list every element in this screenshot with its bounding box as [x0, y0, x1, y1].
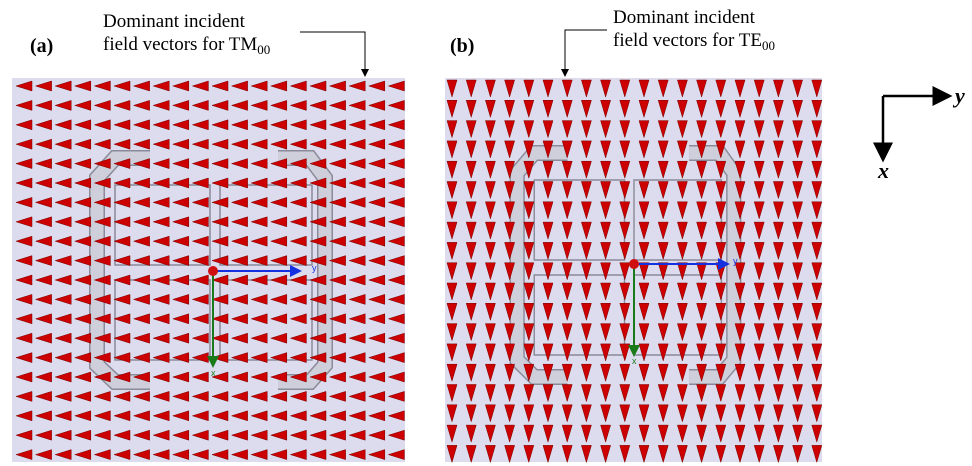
subscript: 00 — [257, 42, 270, 57]
annotation: field vectors for TM — [103, 34, 257, 55]
annotation: Dominant incident — [613, 7, 756, 28]
local-x-label: x — [211, 368, 216, 378]
subscript: 00 — [762, 38, 775, 53]
figure: y x y x (a) Dominant incident field vect… — [0, 0, 972, 466]
local-x-label: x — [632, 356, 637, 366]
panel-label: (a) — [30, 35, 53, 57]
local-y-label: y — [312, 263, 317, 273]
local-y-label: y — [733, 256, 738, 266]
axis-x-label: x — [877, 158, 889, 183]
leader-line — [565, 30, 607, 76]
annotation: field vectors for TE — [613, 30, 762, 51]
annotation: field vectors for TE00 — [613, 30, 775, 53]
annotation: Dominant incident — [103, 11, 246, 32]
origin — [629, 259, 639, 269]
annotation: field vectors for TM00 — [103, 34, 270, 57]
origin — [208, 266, 218, 276]
panel-label: (b) — [450, 35, 474, 57]
axis-y-label: y — [952, 83, 965, 108]
leader-line — [300, 32, 365, 76]
